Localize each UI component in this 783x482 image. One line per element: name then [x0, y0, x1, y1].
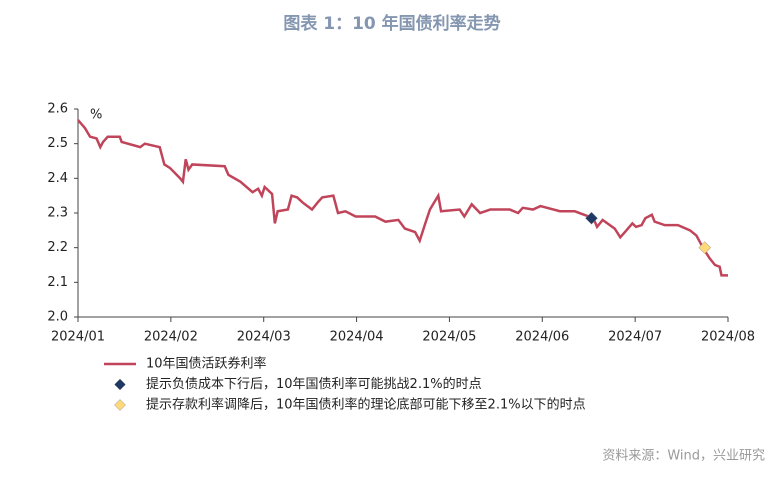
y-tick-label: 2.4	[47, 171, 68, 186]
chart-title: 图表 1：10 年国债利率走势	[283, 13, 500, 34]
legend-label: 10年国债活跃券利率	[146, 356, 267, 372]
x-tick-label: 2024/08	[701, 330, 755, 345]
y-tick-label: 2.1	[47, 275, 68, 290]
legend-label: 提示负债成本下行后，10年国债利率可能挑战2.1%的时点	[146, 376, 482, 392]
y-tick-label: 2.3	[47, 206, 68, 221]
x-tick-label: 2024/01	[51, 330, 105, 345]
line-series	[77, 119, 728, 277]
y-tick-label: 2.2	[47, 240, 68, 255]
x-tick-label: 2024/07	[608, 330, 662, 345]
source: 资料来源：Wind，兴业研究	[602, 449, 765, 464]
x-tick-label: 2024/02	[144, 330, 198, 345]
x-tick-label: 2024/05	[422, 330, 476, 345]
y-tick-label: 2.6	[47, 102, 68, 117]
y-tick-label: 2.5	[47, 136, 68, 151]
y-unit: %	[90, 108, 102, 123]
x-tick-label: 2024/03	[237, 330, 291, 345]
x-tick-label: 2024/06	[515, 330, 569, 345]
legend-swatch	[114, 399, 126, 411]
legend-swatch	[114, 378, 126, 391]
marker	[585, 211, 598, 225]
marker	[698, 241, 712, 255]
legend-label: 提示存款利率调降后，10年国债利率的理论底部可能下移至2.1%以下的时点	[146, 397, 586, 413]
y-tick-label: 2.0	[47, 310, 68, 325]
x-tick-label: 2024/04	[330, 330, 384, 345]
